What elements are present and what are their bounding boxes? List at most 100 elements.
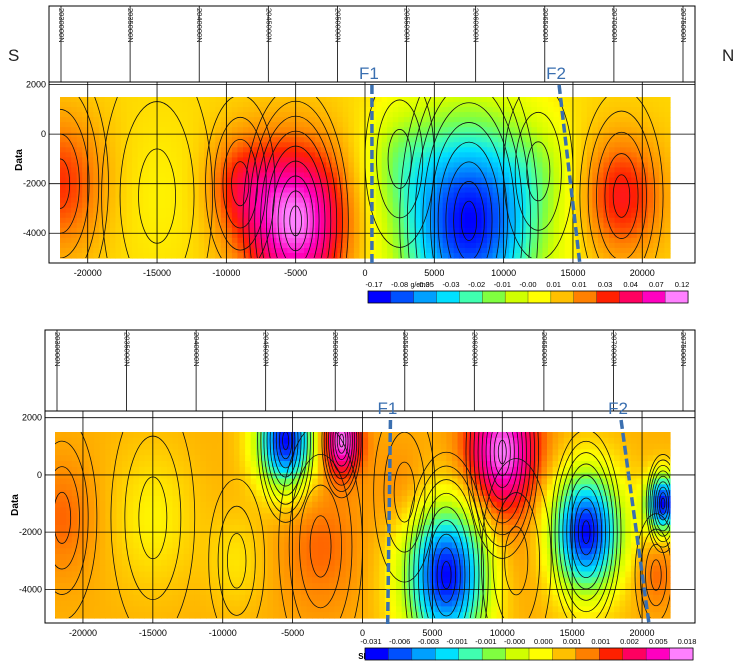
y-tick-label: 0	[37, 470, 42, 480]
x-tick-label: -15000	[143, 268, 171, 278]
x-tick-label: -5000	[281, 628, 304, 638]
top-tick-label: 2075000N	[679, 332, 688, 367]
colorbar-tick-label: -0.031	[360, 637, 381, 646]
y-tick-label: -4000	[19, 584, 42, 594]
contour-line	[650, 559, 662, 591]
contour-line	[263, 432, 308, 505]
fault-label-f2: F2	[608, 399, 628, 418]
contour-line	[587, 110, 656, 258]
y-tick-label: -4000	[23, 228, 46, 238]
top-tick-label: 2060000N	[470, 332, 479, 367]
contour-line	[526, 141, 551, 202]
contour-line	[321, 432, 362, 499]
colorbar-tick-label: 0.12	[675, 280, 690, 289]
x-tick-label: 20000	[630, 268, 655, 278]
contour-line	[325, 432, 358, 486]
contour-line	[417, 492, 475, 618]
contour-line	[436, 547, 457, 603]
top-tick-label: 2055000N	[403, 8, 412, 43]
x-tick-label: 20000	[630, 628, 655, 638]
contour-line	[437, 141, 501, 258]
colorbar-tick-label: 0.03	[598, 280, 613, 289]
colorbar-swatch	[619, 290, 643, 304]
colorbar-tick-label: 0.018	[678, 637, 697, 646]
top-tick-label: 2030000N	[53, 332, 62, 367]
contour-line	[445, 161, 493, 258]
top-tick-label: 2055000N	[401, 332, 410, 367]
colorbar-swatch	[552, 647, 577, 661]
contour-line	[275, 432, 296, 469]
colorbar-unit: SI	[358, 652, 366, 661]
colorbar-swatch	[435, 647, 460, 661]
contour-line	[649, 464, 670, 543]
contour-line	[55, 491, 72, 544]
contour-line	[55, 440, 89, 595]
top-tick-label: 2040000N	[195, 8, 204, 43]
x-tick-label: 15000	[560, 628, 585, 638]
colorbar-tick-label: -0.001	[475, 637, 496, 646]
colorbar-swatch	[481, 647, 507, 661]
x-tick-label: 15000	[560, 268, 585, 278]
colorbar-tick-label: 0.04	[623, 280, 638, 289]
contour-line	[422, 506, 471, 618]
colorbar-tick-label: 0.005	[649, 637, 668, 646]
contour-line	[657, 486, 670, 521]
panel-2: 2030000N 2035000N 2040000N 2045000N 2050000N…	[10, 329, 697, 661]
colorbar-tick-label: -0.000	[504, 637, 525, 646]
colorbar-tick-label: -0.003	[418, 637, 439, 646]
top-tick-label: 2035000N	[126, 8, 135, 43]
colorbar-tick-label: 0.001	[591, 637, 610, 646]
colorbar-tick-label: -0.01	[494, 280, 511, 289]
contour-line	[242, 97, 349, 258]
colorbar-swatch	[458, 647, 483, 661]
contour-line	[208, 478, 266, 618]
top-tick-label: 2050000N	[331, 332, 340, 367]
x-tick-label: -10000	[209, 628, 237, 638]
colorbar-tick-label: -0.001	[447, 637, 468, 646]
colorbar-tick-label: 0.002	[620, 637, 639, 646]
x-tick-label: 0	[360, 628, 365, 638]
contour-line	[612, 174, 631, 218]
colorbar-swatch	[645, 647, 671, 661]
top-tick-label: 2050000N	[333, 8, 342, 43]
y-tick-label: 2000	[22, 413, 42, 423]
colorbar-swatch	[388, 647, 413, 661]
top-tick-label: 2060000N	[472, 8, 481, 43]
contour-line	[634, 513, 670, 618]
contour-line	[460, 200, 478, 241]
top-tick-label: 2075000N	[679, 8, 688, 43]
x-tick-label: -20000	[74, 268, 102, 278]
top-tick-label: 2035000N	[123, 332, 132, 367]
contour-line	[338, 433, 345, 448]
colorbar-frame	[367, 290, 689, 304]
x-tick-label: -15000	[139, 628, 167, 638]
colorbar-swatch	[459, 290, 483, 304]
colorbar-swatch	[413, 290, 438, 304]
contour-line	[257, 432, 315, 523]
colorbar-swatch	[411, 647, 436, 661]
x-tick-label: 0	[362, 268, 367, 278]
contour-line	[299, 484, 342, 609]
colorbar-swatch	[364, 647, 389, 661]
x-tick-label: -10000	[212, 268, 240, 278]
contour-line	[383, 432, 426, 553]
colorbar-frame	[364, 647, 694, 661]
colorbar-tick-label: -0.08	[391, 280, 408, 289]
fault-line-f2	[557, 84, 582, 265]
colorbar-swatch	[505, 647, 530, 661]
colorbar-tick-label: -0.05	[417, 280, 434, 289]
contour-line	[309, 515, 332, 578]
colorbar-swatch	[482, 290, 506, 304]
contour-line	[399, 97, 539, 258]
contour-line	[639, 528, 670, 618]
contour-line	[330, 432, 353, 473]
contour-line	[408, 465, 485, 618]
contour-line	[217, 505, 256, 616]
contour-line	[260, 432, 311, 514]
colorbar-swatch	[575, 647, 600, 661]
contour-line	[645, 543, 667, 607]
colorbar-swatch	[664, 290, 689, 304]
contour-line	[579, 97, 664, 258]
y-tick-label: 2000	[26, 80, 46, 90]
